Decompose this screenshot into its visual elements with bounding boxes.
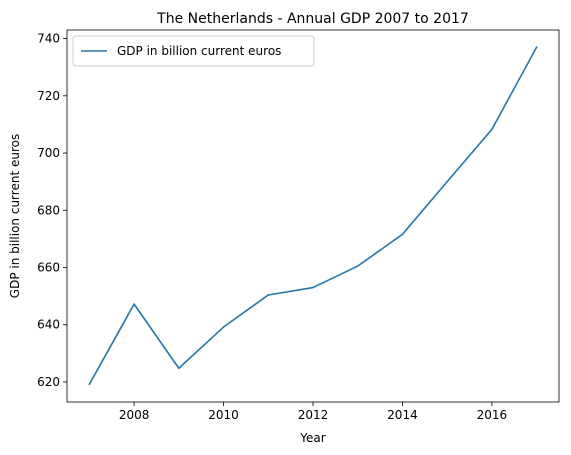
y-tick-label: 700 xyxy=(37,146,60,160)
plot-frame xyxy=(66,29,560,403)
y-tick-label: 740 xyxy=(37,32,60,46)
y-tick-label: 660 xyxy=(37,261,60,275)
legend-box xyxy=(72,35,315,67)
data-point-2017 xyxy=(535,46,538,48)
plot-area xyxy=(88,46,538,386)
chart-title: The Netherlands - Annual GDP 2007 to 201… xyxy=(156,11,469,27)
data-point-2014 xyxy=(401,233,404,236)
y-tick-label: 620 xyxy=(37,375,60,389)
x-tick-label: 2008 xyxy=(119,408,150,422)
y-axis-label: GDP in billion current euros xyxy=(8,134,22,298)
y-ticks: 620 640 660 680 700 720 740 xyxy=(37,32,67,389)
y-tick-label: 640 xyxy=(37,318,60,332)
x-tick-label: 2016 xyxy=(477,408,508,422)
legend: GDP in billion current euros xyxy=(72,35,315,67)
legend-label: GDP in billion current euros xyxy=(117,44,281,58)
data-point-2008 xyxy=(133,303,135,305)
data-point-2015 xyxy=(446,180,448,183)
data-point-2009 xyxy=(178,367,180,370)
x-tick-label: 2012 xyxy=(298,408,329,422)
y-tick-label: 720 xyxy=(37,89,60,103)
data-point-2007 xyxy=(88,383,91,386)
y-tick-label: 680 xyxy=(37,203,60,217)
data-point-2016 xyxy=(491,128,493,131)
data-point-2013 xyxy=(356,265,359,267)
x-tick-label: 2010 xyxy=(208,408,239,422)
data-point-2010 xyxy=(222,326,225,328)
x-ticks: 2008 2010 2012 2014 2016 xyxy=(119,402,507,422)
data-point-2012 xyxy=(312,286,314,289)
x-tick-label: 2014 xyxy=(387,408,418,422)
data-point-2011 xyxy=(267,294,270,296)
x-axis-label: Year xyxy=(299,431,325,445)
series-line-gdp xyxy=(88,46,538,386)
